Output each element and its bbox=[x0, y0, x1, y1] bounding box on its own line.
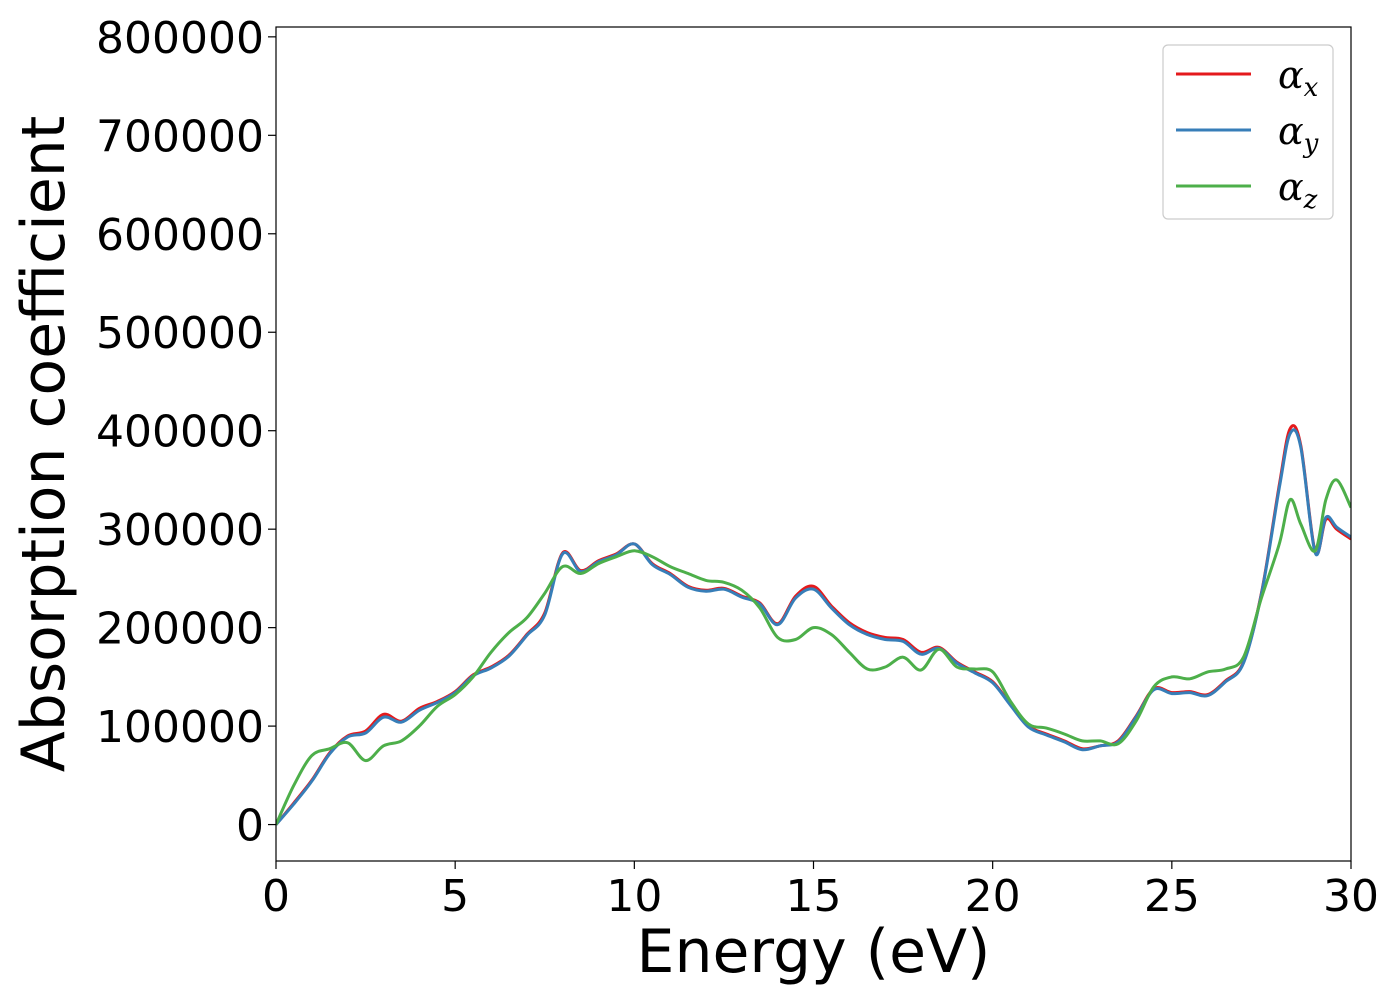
y-tick-label: 300000 bbox=[96, 505, 264, 556]
legend: αx αy αz bbox=[1162, 44, 1334, 220]
y-tick-label: 500000 bbox=[96, 308, 264, 359]
x-tick-label: 30 bbox=[1323, 871, 1379, 922]
y-axis-title: Absorption coefficient bbox=[9, 116, 79, 773]
y-tick-label: 800000 bbox=[96, 13, 264, 64]
x-tick-label: 25 bbox=[1144, 871, 1200, 922]
legend-label-y: αy bbox=[1278, 109, 1319, 159]
x-tick-label: 20 bbox=[965, 871, 1021, 922]
y-tick-label: 200000 bbox=[96, 604, 264, 655]
y-tick-label: 100000 bbox=[96, 702, 264, 753]
x-axis-title: Energy (eV) bbox=[637, 917, 991, 987]
x-tick-label: 0 bbox=[262, 871, 290, 922]
y-axis: 0 100000 200000 300000 400000 500000 600000 700… bbox=[96, 13, 276, 852]
series-group bbox=[276, 424, 1351, 826]
series-line-z bbox=[276, 478, 1351, 826]
y-tick-label: 600000 bbox=[96, 210, 264, 261]
x-tick-label: 10 bbox=[606, 871, 662, 922]
x-axis: 0 5 10 15 20 25 30 bbox=[262, 861, 1379, 922]
x-tick-label: 15 bbox=[786, 871, 842, 922]
x-tick-label: 5 bbox=[441, 871, 469, 922]
series-line-x bbox=[276, 424, 1351, 826]
legend-label-x: αx bbox=[1278, 53, 1319, 103]
y-tick-label: 0 bbox=[236, 801, 264, 852]
y-tick-label: 400000 bbox=[96, 407, 264, 458]
legend-box bbox=[1162, 44, 1334, 220]
series-line-y bbox=[276, 428, 1351, 826]
y-tick-label: 700000 bbox=[96, 111, 264, 162]
legend-label-z: αz bbox=[1278, 165, 1318, 215]
